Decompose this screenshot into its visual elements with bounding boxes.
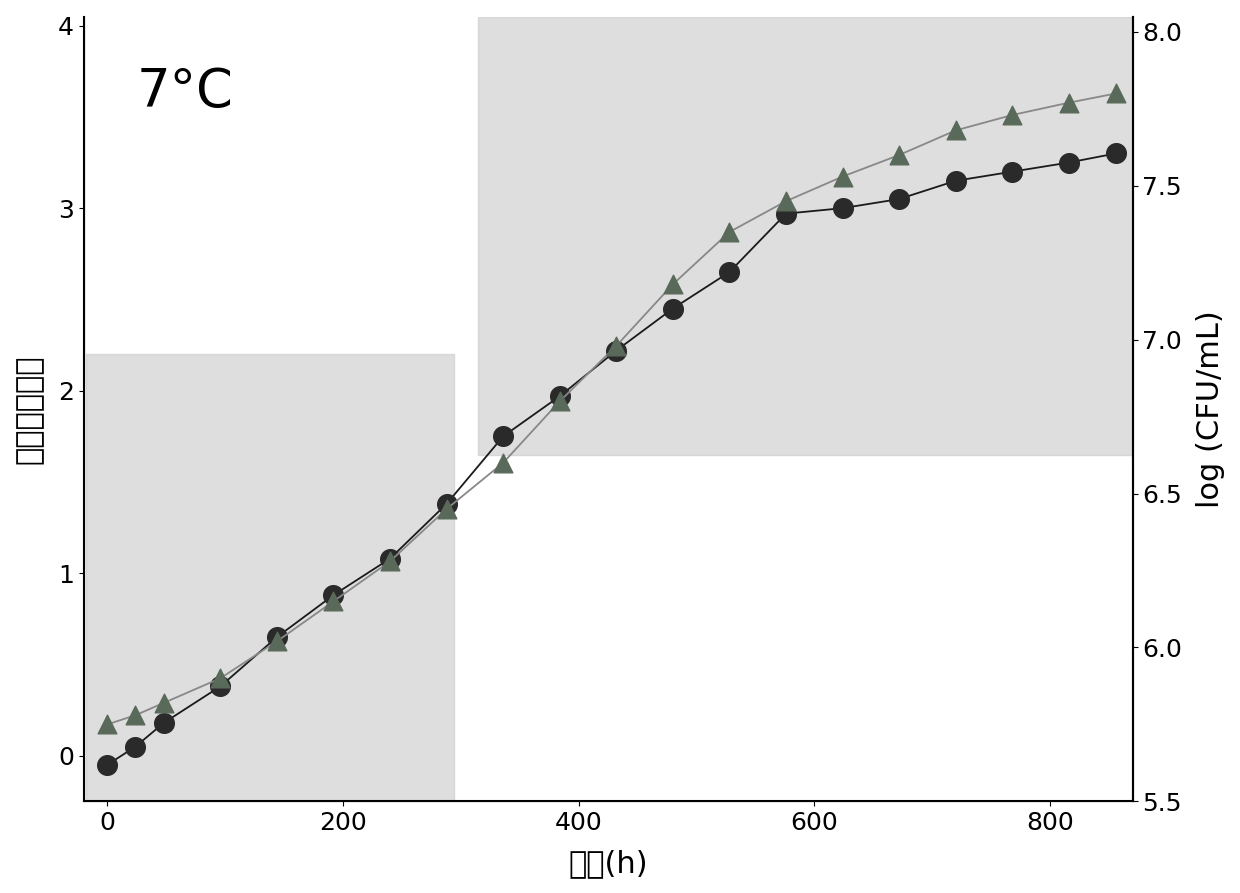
Point — [324, 588, 343, 602]
Point — [833, 170, 853, 184]
Point — [1002, 164, 1022, 179]
Point — [1106, 87, 1126, 101]
Point — [946, 173, 966, 188]
Point — [719, 265, 739, 280]
Point — [1059, 155, 1079, 170]
Point — [211, 680, 231, 694]
Point — [1106, 146, 1126, 161]
Point — [494, 430, 513, 444]
Point — [606, 344, 626, 358]
Point — [154, 716, 174, 730]
Point — [776, 194, 796, 208]
Point — [1059, 96, 1079, 110]
Point — [889, 192, 909, 206]
Point — [833, 201, 853, 215]
Bar — [86, 355, 454, 801]
Y-axis label: log (CFU/mL): log (CFU/mL) — [1197, 310, 1225, 508]
Point — [549, 394, 569, 408]
Point — [436, 497, 456, 511]
Point — [606, 338, 626, 353]
Point — [719, 225, 739, 239]
Point — [381, 552, 401, 566]
Point — [946, 123, 966, 138]
Bar — [479, 16, 1132, 455]
Point — [663, 302, 683, 316]
Point — [125, 708, 145, 722]
Text: 7°C: 7°C — [136, 66, 233, 118]
Point — [494, 455, 513, 470]
X-axis label: 时间(h): 时间(h) — [568, 849, 647, 878]
Point — [663, 277, 683, 291]
Point — [549, 389, 569, 404]
Point — [324, 594, 343, 608]
Point — [776, 206, 796, 221]
Point — [381, 555, 401, 569]
Point — [1002, 108, 1022, 122]
Point — [97, 717, 117, 731]
Point — [436, 502, 456, 516]
Point — [211, 672, 231, 686]
Y-axis label: 色度値的改变: 色度値的改变 — [15, 355, 43, 463]
Point — [267, 630, 286, 644]
Point — [267, 634, 286, 648]
Point — [889, 148, 909, 163]
Point — [125, 739, 145, 754]
Point — [97, 758, 117, 772]
Point — [154, 696, 174, 710]
